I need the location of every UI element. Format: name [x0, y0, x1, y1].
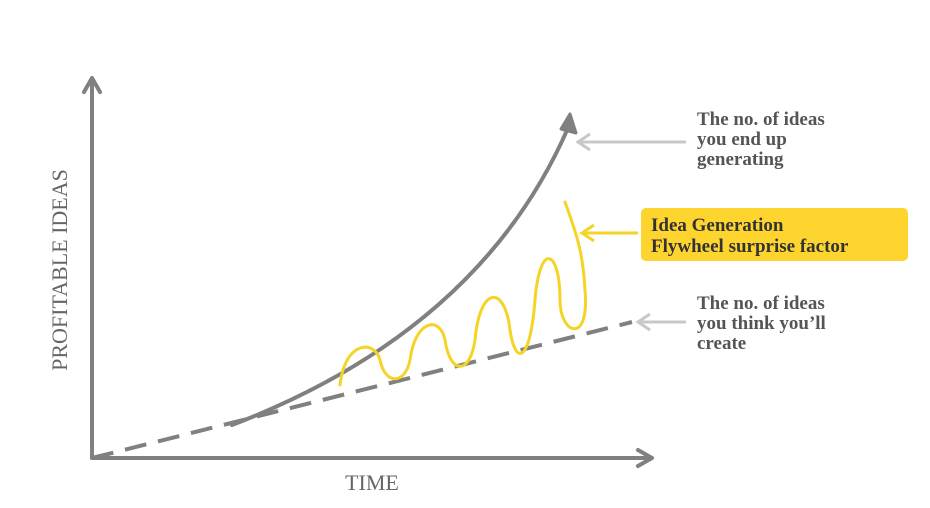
y-axis-arrow [82, 76, 102, 94]
annotation-line: The no. of ideas [697, 109, 825, 130]
annotation-line: Flywheel surprise factor [651, 236, 849, 257]
expected-line [91, 320, 633, 460]
pointers [575, 132, 686, 332]
annotation-line: Idea Generation [651, 215, 784, 236]
x-axis-arrow [636, 448, 654, 468]
annotation-line: create [697, 333, 746, 354]
surprise-box [641, 208, 908, 261]
annotation-line: generating [697, 149, 784, 170]
pointer-surprise-head [579, 223, 595, 243]
axes [82, 76, 654, 468]
annotation-line: you end up [697, 129, 787, 150]
actual-curve-arrow [559, 112, 578, 135]
y-axis-label: PROFITABLE IDEAS [47, 169, 72, 371]
pointer-actual-head [575, 132, 591, 152]
x-axis-label: TIME [345, 470, 399, 495]
pointer-expected-head [635, 312, 651, 332]
actual-curve [230, 126, 570, 427]
surprise-squiggle [338, 200, 588, 387]
annotation-line: you think you’ll [697, 313, 826, 334]
pointer-surprise [579, 223, 638, 243]
annotation-line: The no. of ideas [697, 293, 825, 314]
